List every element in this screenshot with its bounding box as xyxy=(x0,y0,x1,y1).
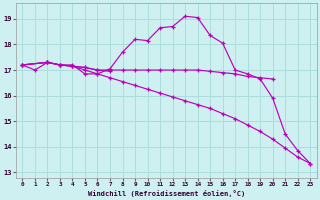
X-axis label: Windchill (Refroidissement éolien,°C): Windchill (Refroidissement éolien,°C) xyxy=(88,190,245,197)
